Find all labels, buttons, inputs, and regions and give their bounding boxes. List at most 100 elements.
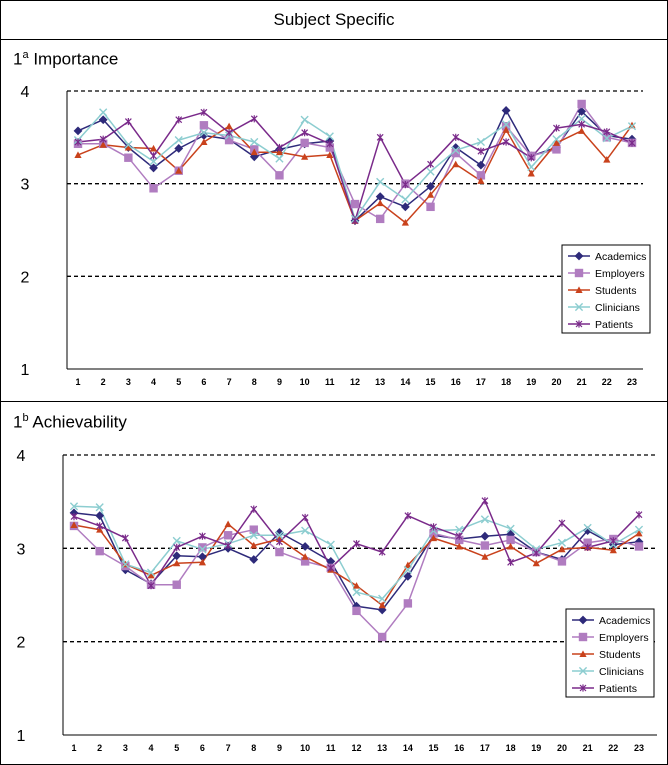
data-point-clinicians-16 (455, 525, 464, 534)
data-point-patients-17 (477, 147, 485, 155)
data-point-employers-17 (476, 171, 486, 180)
data-point-students-22 (603, 155, 611, 163)
data-point-academics-13 (375, 192, 385, 202)
data-point-clinicians-11 (326, 540, 335, 549)
data-point-clinicians-3 (121, 560, 130, 569)
data-point-clinicians-15 (429, 526, 438, 535)
legend-label-students: Students (595, 285, 636, 297)
legend-label-patients: Patients (599, 683, 637, 695)
x-tick-label-15: 15 (429, 743, 439, 753)
data-point-students-20 (552, 139, 561, 146)
data-point-employers-21 (583, 538, 592, 547)
x-tick-label-20: 20 (557, 743, 567, 753)
data-point-employers-20 (557, 557, 567, 566)
data-point-clinicians-3 (124, 140, 133, 149)
legend-marker-employers (578, 632, 588, 642)
data-point-clinicians-23 (627, 122, 637, 131)
data-point-clinicians-17 (476, 137, 486, 147)
data-point-patients-6 (200, 108, 208, 116)
data-point-clinicians-18 (501, 120, 511, 129)
data-point-patients-6 (198, 532, 206, 540)
data-point-academics-6 (198, 552, 207, 562)
data-point-clinicians-2 (95, 503, 104, 512)
data-point-clinicians-12 (352, 588, 361, 597)
data-point-academics-23 (634, 537, 644, 547)
x-tick-label-11: 11 (326, 743, 336, 753)
x-tick-label-7: 7 (226, 743, 231, 753)
x-tick-label-10: 10 (300, 743, 310, 753)
data-point-employers-5 (172, 580, 181, 589)
data-point-students-20 (558, 545, 566, 553)
data-point-clinicians-13 (376, 177, 385, 186)
data-point-patients-18 (502, 138, 510, 146)
x-tick-label-18: 18 (501, 377, 511, 387)
data-point-employers-16 (455, 535, 464, 545)
x-tick-label-4: 4 (149, 743, 154, 753)
data-point-academics-15 (426, 182, 435, 191)
data-point-academics-9 (275, 528, 284, 537)
data-point-patients-23 (635, 511, 643, 519)
data-point-patients-5 (173, 543, 181, 551)
data-point-employers-9 (275, 547, 284, 557)
legend-marker-patients (579, 684, 587, 692)
y-tick-label-4: 4 (17, 448, 26, 465)
y-tick-label-1: 1 (17, 728, 26, 745)
legend-marker-clinicians (574, 302, 584, 312)
y-tick-label-2: 2 (17, 635, 26, 652)
x-tick-label-19: 19 (526, 377, 536, 387)
data-point-students-5 (173, 559, 181, 567)
data-point-clinicians-21 (583, 523, 592, 532)
x-tick-label-3: 3 (123, 743, 128, 753)
data-point-clinicians-14 (403, 565, 412, 574)
x-tick-label-12: 12 (351, 743, 361, 753)
data-point-students-23 (635, 529, 643, 537)
data-point-patients-5 (175, 116, 183, 124)
data-point-patients-15 (427, 160, 434, 168)
data-point-students-9 (275, 148, 284, 156)
data-point-students-15 (429, 534, 438, 542)
data-point-patients-9 (276, 538, 283, 546)
data-point-patients-1 (74, 138, 82, 146)
x-tick-label-1: 1 (75, 377, 80, 387)
data-point-patients-16 (455, 532, 463, 540)
data-point-employers-10 (300, 557, 310, 566)
x-tick-label-17: 17 (476, 377, 486, 387)
data-point-patients-12 (353, 540, 360, 548)
data-point-patients-19 (527, 154, 535, 162)
data-point-employers-18 (506, 535, 515, 545)
panel-divider (1, 401, 667, 402)
data-point-clinicians-22 (609, 540, 618, 549)
data-point-clinicians-6 (198, 545, 207, 554)
legend-box (565, 608, 655, 698)
data-point-patients-13 (378, 548, 386, 556)
x-tick-label-14: 14 (400, 377, 410, 387)
x-tick-label-21: 21 (583, 743, 593, 753)
data-point-employers-2 (95, 546, 104, 556)
data-point-students-17 (477, 177, 485, 184)
data-point-clinicians-10 (300, 115, 309, 124)
data-point-students-8 (250, 148, 258, 156)
series-points-employers (73, 99, 637, 224)
data-point-patients-13 (376, 133, 384, 141)
x-tick-label-18: 18 (506, 743, 516, 753)
data-point-patients-15 (430, 523, 437, 531)
data-point-students-22 (609, 546, 617, 554)
data-point-patients-4 (150, 152, 157, 160)
data-point-students-16 (452, 160, 460, 168)
data-point-employers-23 (634, 542, 644, 551)
data-point-patients-11 (327, 564, 335, 572)
data-point-patients-18 (507, 558, 515, 566)
data-point-academics-17 (476, 160, 486, 170)
data-point-clinicians-10 (301, 526, 310, 535)
legend-label-clinicians: Clinicians (599, 666, 644, 678)
data-point-students-18 (506, 542, 515, 550)
x-tick-label-5: 5 (176, 377, 181, 387)
data-point-academics-14 (400, 202, 410, 212)
data-point-employers-10 (300, 138, 309, 148)
figure-title: Subject Specific (273, 10, 395, 29)
series-points-clinicians (69, 502, 644, 603)
legend-marker-academics (574, 251, 584, 261)
data-point-academics-4 (149, 163, 158, 173)
data-point-patients-21 (584, 543, 592, 551)
